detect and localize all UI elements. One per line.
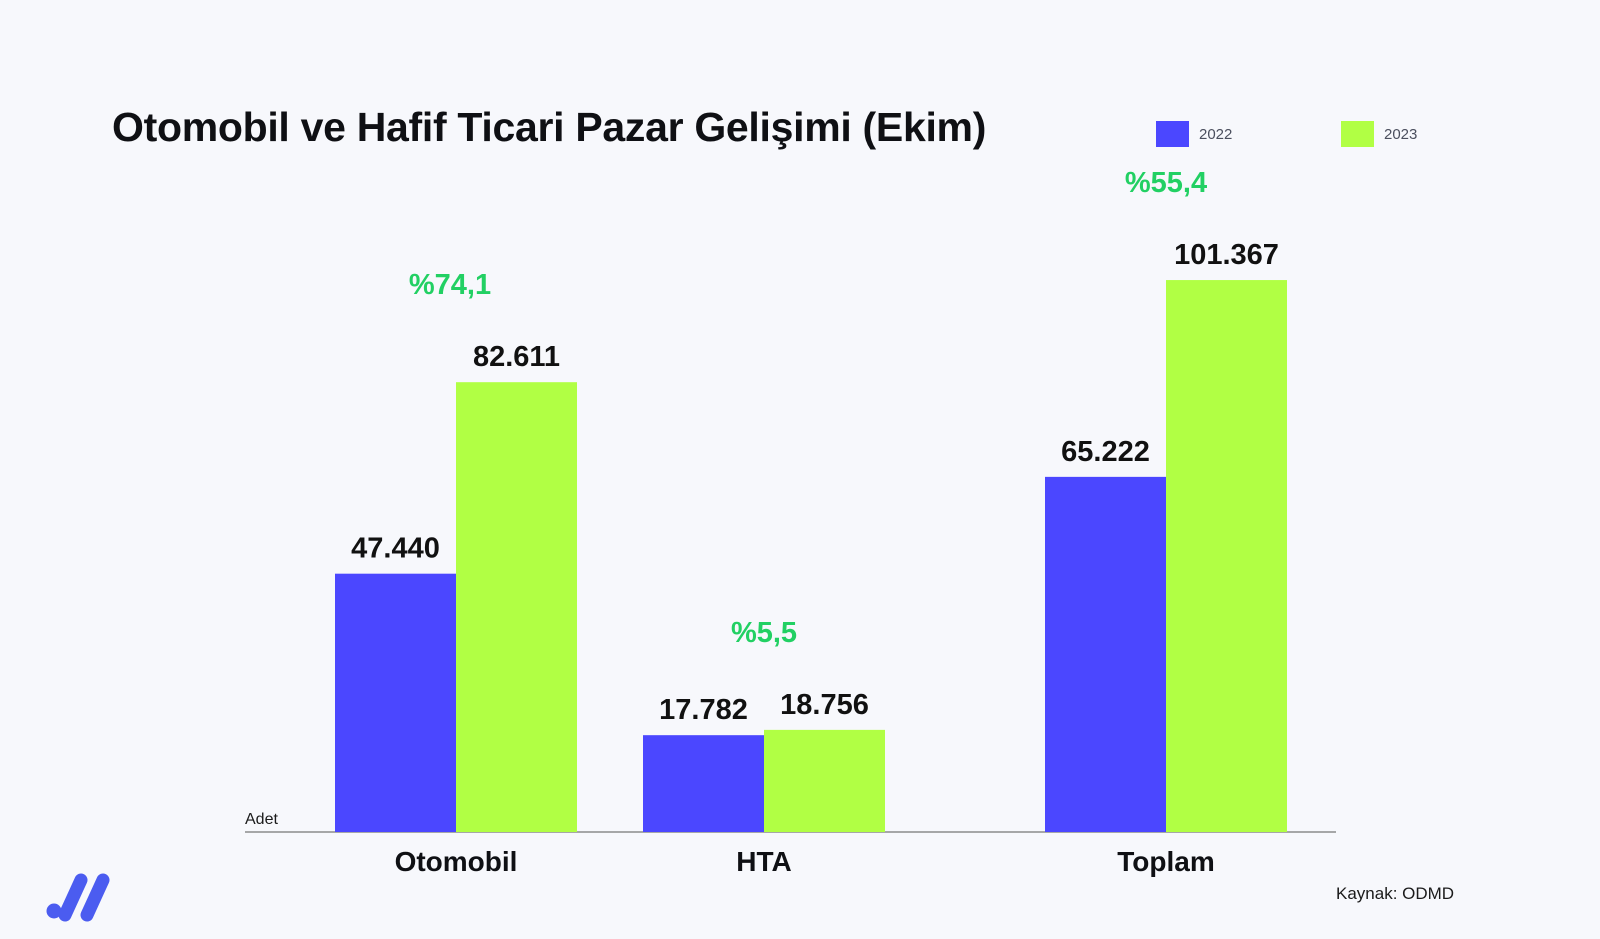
- legend-label-2022: 2022: [1199, 125, 1233, 143]
- category-label-hta: HTA: [736, 846, 791, 877]
- value-label-hta-2023: 18.756: [780, 689, 869, 721]
- change-label-otomobil: %74,1: [409, 269, 491, 301]
- value-label-toplam-2022: 65.222: [1061, 436, 1150, 468]
- value-label-toplam-2023: 101.367: [1174, 239, 1279, 271]
- brand-logo-icon: [46, 873, 110, 922]
- legend-item-2022: 2022: [1156, 121, 1232, 147]
- category-label-toplam: Toplam: [1117, 846, 1214, 877]
- chart-title: Otomobil ve Hafif Ticari Pazar Gelişimi …: [112, 104, 987, 150]
- value-label-otomobil-2022: 47.440: [351, 533, 440, 565]
- bar-toplam-2023: [1166, 280, 1287, 833]
- change-label-hta: %5,5: [731, 617, 797, 649]
- legend-swatch-2022: [1156, 121, 1189, 147]
- category-label-otomobil: Otomobil: [395, 846, 518, 877]
- y-unit-label: Adet: [245, 811, 278, 828]
- legend-label-2023: 2023: [1384, 125, 1418, 143]
- legend-swatch-2023: [1341, 121, 1374, 147]
- change-label-toplam: %55,4: [1125, 167, 1207, 199]
- source-note: Kaynak: ODMD: [1336, 884, 1455, 903]
- bar-otomobil-2022: [335, 573, 456, 832]
- legend-item-2023: 2023: [1341, 121, 1417, 147]
- bar-hta-2022: [643, 735, 764, 832]
- bar-otomobil-2023: [456, 382, 577, 832]
- bar-hta-2023: [764, 729, 885, 832]
- value-label-otomobil-2023: 82.611: [473, 341, 560, 373]
- value-label-hta-2022: 17.782: [659, 694, 748, 726]
- bar-toplam-2022: [1045, 476, 1166, 832]
